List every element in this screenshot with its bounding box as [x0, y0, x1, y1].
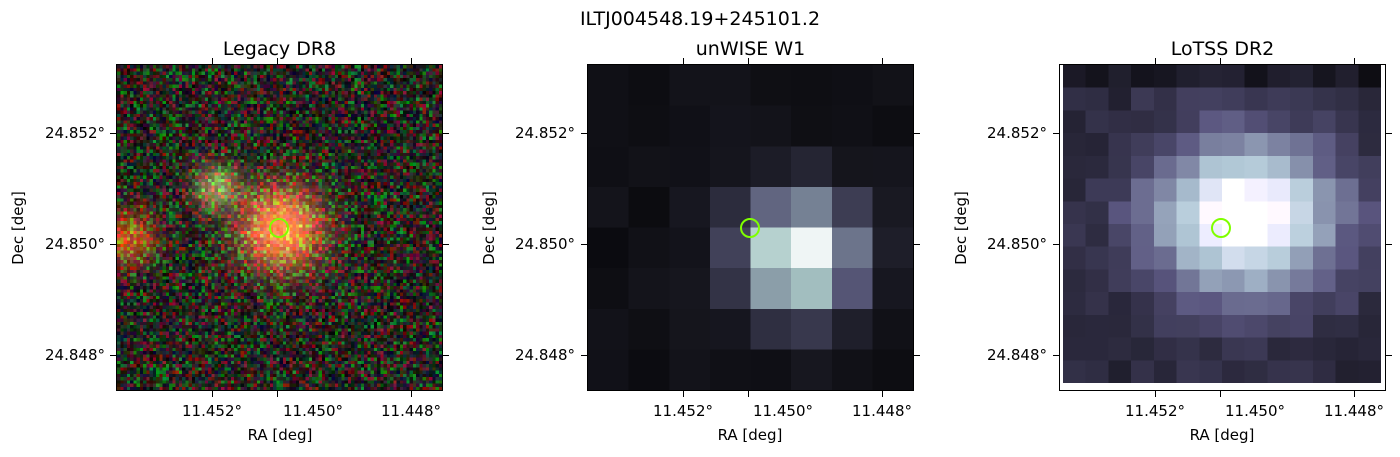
x-tick	[882, 391, 883, 397]
x-tick	[748, 58, 749, 64]
y-tick	[1053, 244, 1059, 245]
y-tick	[1386, 133, 1392, 134]
x-tick	[277, 391, 278, 397]
panel-title: LoTSS DR2	[1170, 38, 1275, 60]
x-tick	[882, 58, 883, 64]
y-tick	[443, 244, 449, 245]
x-tick-label: 11.452°	[1125, 402, 1185, 420]
x-tick-label: 11.450°	[753, 402, 813, 420]
panel-lotss-dr2: LoTSS DR2 24.852° 24.850° 24.848° 11.452…	[942, 0, 1392, 457]
x-tick-label: 11.448°	[852, 402, 912, 420]
x-axis-title: RA [deg]	[717, 426, 783, 444]
lotss-image	[1059, 64, 1386, 391]
y-tick-label: 24.848°	[45, 346, 105, 364]
x-tick-label: 11.450°	[1225, 402, 1285, 420]
x-tick	[411, 58, 412, 64]
x-tick	[683, 58, 684, 64]
x-tick	[1220, 391, 1221, 397]
x-axis-title: RA [deg]	[247, 426, 313, 444]
x-tick	[1155, 58, 1156, 64]
y-tick	[110, 133, 116, 134]
unwise-image	[587, 64, 914, 391]
y-tick-label: 24.850°	[987, 235, 1047, 253]
x-tick	[683, 391, 684, 397]
y-tick	[914, 244, 920, 245]
x-tick-label: 11.448°	[1324, 402, 1384, 420]
y-tick-label: 24.848°	[987, 346, 1047, 364]
y-tick	[1386, 355, 1392, 356]
y-tick-label: 24.850°	[515, 235, 575, 253]
y-tick	[1053, 133, 1059, 134]
source-marker-circle	[269, 218, 289, 238]
x-tick	[748, 391, 749, 397]
x-tick	[411, 391, 412, 397]
x-tick-label: 11.450°	[283, 402, 343, 420]
y-tick	[581, 133, 587, 134]
y-tick	[581, 355, 587, 356]
y-tick-label: 24.852°	[987, 124, 1047, 142]
x-tick-label: 11.452°	[182, 402, 242, 420]
panel-unwise-w1: unWISE W1 24.852° 24.850° 24.848° 11.452…	[470, 0, 920, 457]
x-tick	[1354, 391, 1355, 397]
source-marker-circle	[740, 218, 760, 238]
figure-title: ILTJ004548.19+245101.2	[579, 8, 821, 30]
y-tick	[110, 244, 116, 245]
y-axis-title: Dec [deg]	[952, 191, 970, 265]
y-tick-label: 24.850°	[45, 235, 105, 253]
panel-legacy-dr8: Legacy DR8 24.852° 24.850° 24.848° 11.45…	[0, 0, 449, 457]
x-tick	[1354, 58, 1355, 64]
y-tick	[914, 355, 920, 356]
y-tick-label: 24.848°	[515, 346, 575, 364]
x-tick	[1220, 58, 1221, 64]
y-tick-label: 24.852°	[515, 124, 575, 142]
y-tick	[443, 355, 449, 356]
y-axis-title: Dec [deg]	[480, 191, 498, 265]
panel-title: Legacy DR8	[222, 38, 337, 60]
y-axis-title: Dec [deg]	[9, 191, 27, 265]
panel-title: unWISE W1	[695, 38, 806, 60]
y-tick	[1386, 244, 1392, 245]
y-tick	[110, 355, 116, 356]
x-axis-title: RA [deg]	[1189, 426, 1255, 444]
y-tick-label: 24.852°	[45, 124, 105, 142]
x-tick	[1155, 391, 1156, 397]
legacy-image	[116, 64, 443, 391]
y-tick	[443, 133, 449, 134]
x-tick	[212, 391, 213, 397]
y-tick	[1053, 355, 1059, 356]
y-tick	[581, 244, 587, 245]
x-tick-label: 11.452°	[653, 402, 713, 420]
x-tick	[277, 58, 278, 64]
x-tick	[212, 58, 213, 64]
source-marker-circle	[1211, 218, 1231, 238]
y-tick	[914, 133, 920, 134]
x-tick-label: 11.448°	[381, 402, 441, 420]
